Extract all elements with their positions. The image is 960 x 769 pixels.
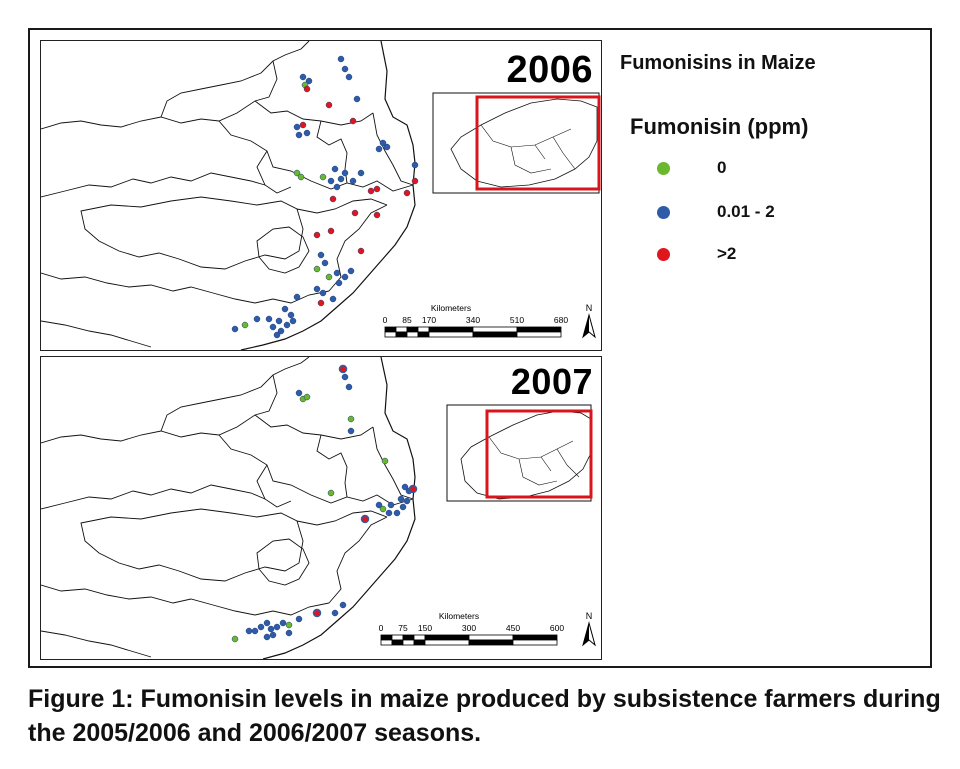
scalebar-blocks (380, 634, 558, 646)
scalebar-tick: 75 (398, 623, 408, 633)
legend-item-low: 0.01 - 2 (657, 202, 775, 222)
scalebar-2007: Kilometers 0 75 150 300 450 600 (379, 611, 564, 646)
map-panel-2006: Kilometers 0 85 170 340 510 680 (40, 40, 602, 351)
legend-title: Fumonisins in Maize (620, 52, 816, 74)
map-year-label: 2007 (510, 361, 593, 402)
map-panel-2007: Kilometers 0 75 150 300 450 600 (40, 356, 602, 660)
scalebar-tick: 450 (506, 623, 520, 633)
map-year-label: 2006 (506, 49, 593, 91)
legend-item-zero: 0 (657, 158, 726, 178)
scalebar-blocks (384, 326, 562, 338)
scalebar-tick: 150 (418, 623, 432, 633)
map-2007: Kilometers 0 75 150 300 450 600 (41, 357, 596, 659)
north-arrow-icon: N (582, 303, 596, 339)
green-dot-icon (657, 161, 670, 175)
scalebar-tick: 340 (466, 315, 480, 325)
north-label: N (586, 611, 593, 621)
legend-subtitle: Fumonisin (ppm) (630, 114, 809, 139)
scalebar-2006: Kilometers 0 85 170 340 510 680 (383, 303, 568, 338)
scalebar-tick: 680 (554, 315, 568, 325)
map-2006: Kilometers 0 85 170 340 510 680 (41, 41, 601, 350)
scalebar-tick: 170 (422, 315, 436, 325)
legend-label: >2 (717, 244, 737, 263)
scalebar-unit: Kilometers (431, 303, 471, 313)
inset-map-2006 (432, 92, 601, 194)
scalebar-tick: 85 (402, 315, 412, 325)
scalebar-tick: 600 (550, 623, 564, 633)
legend-label: 0.01 - 2 (717, 202, 775, 221)
province-boundaries (41, 41, 414, 348)
red-dot-icon (657, 247, 670, 261)
blue-dot-icon (657, 205, 670, 219)
north-label: N (586, 303, 593, 313)
scalebar-tick: 0 (379, 623, 384, 633)
inset-map-2007 (446, 404, 593, 502)
scalebar-tick: 0 (383, 315, 388, 325)
scalebar-tick: 510 (510, 315, 524, 325)
legend-label: 0 (717, 158, 727, 177)
coastline (262, 357, 416, 659)
scalebar-unit: Kilometers (439, 611, 479, 621)
province-boundaries (41, 357, 414, 658)
north-arrow-icon: N (582, 611, 596, 647)
survey-points-2007 (231, 364, 418, 643)
scalebar-tick: 300 (462, 623, 476, 633)
figure-caption: Figure 1: Fumonisin levels in maize prod… (28, 685, 941, 747)
survey-points-2006 (231, 55, 419, 339)
figure-frame: Kilometers 0 85 170 340 510 680 (28, 28, 932, 668)
legend-item-high: >2 (657, 244, 736, 264)
coastline (240, 41, 416, 350)
